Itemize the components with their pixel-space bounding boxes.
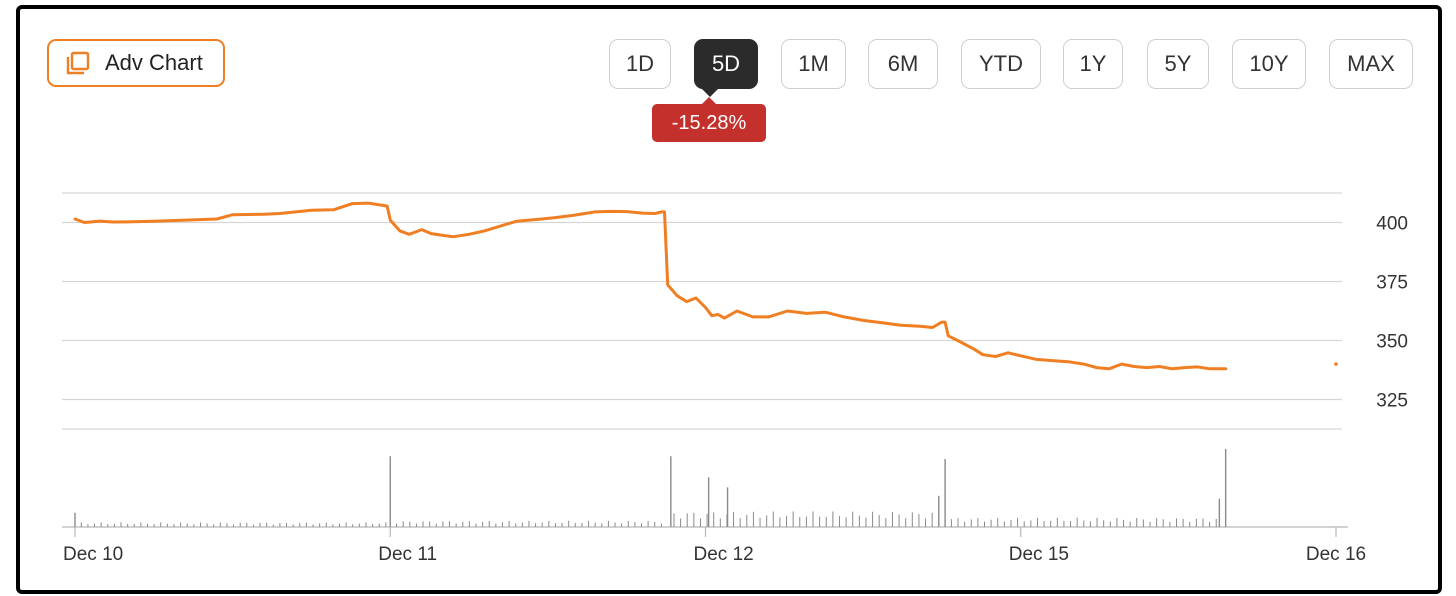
adv-chart-button[interactable]: Adv Chart bbox=[47, 39, 225, 87]
adv-chart-label: Adv Chart bbox=[105, 50, 203, 75]
range-1d-button[interactable]: 1D bbox=[609, 39, 671, 89]
last-price-dot bbox=[1334, 362, 1338, 366]
x-tick-label: Dec 10 bbox=[63, 544, 123, 565]
y-tick-label: 325 bbox=[1376, 391, 1408, 412]
change-badge: -15.28% bbox=[652, 97, 766, 142]
y-tick-label: 350 bbox=[1376, 332, 1408, 353]
y-tick-label: 375 bbox=[1376, 273, 1408, 294]
price-line bbox=[73, 201, 1228, 371]
range-10y-button[interactable]: 10Y bbox=[1232, 39, 1306, 89]
y-tick-label: 400 bbox=[1376, 214, 1408, 235]
range-1y-button[interactable]: 1Y bbox=[1063, 39, 1123, 89]
x-tick-label: Dec 15 bbox=[1009, 544, 1069, 565]
active-range-pointer bbox=[701, 88, 719, 97]
x-tick-label: Dec 16 bbox=[1306, 544, 1366, 565]
advanced-chart-icon bbox=[65, 50, 91, 76]
range-5y-button[interactable]: 5Y bbox=[1147, 39, 1209, 89]
range-6m-button[interactable]: 6M bbox=[868, 39, 938, 89]
x-tick-label: Dec 12 bbox=[694, 544, 754, 565]
range-max-button[interactable]: MAX bbox=[1329, 39, 1413, 89]
range-ytd-button[interactable]: YTD bbox=[961, 39, 1041, 89]
range-1m-button[interactable]: 1M bbox=[781, 39, 846, 89]
x-tick-label: Dec 11 bbox=[378, 544, 437, 565]
chart-card bbox=[16, 5, 1442, 594]
range-5d-button[interactable]: 5D bbox=[694, 39, 758, 89]
